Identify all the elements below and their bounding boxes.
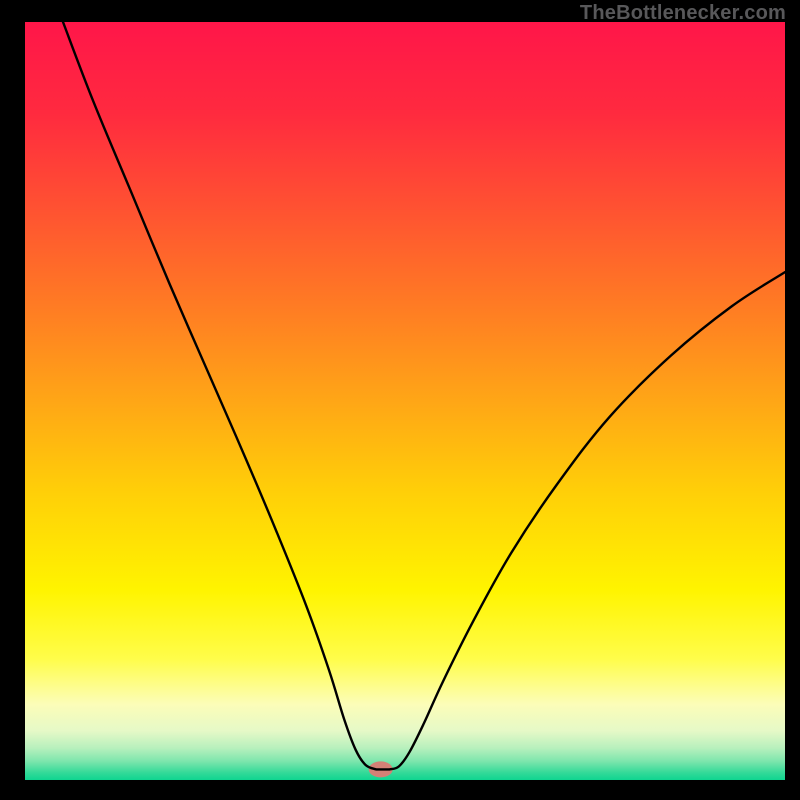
watermark-text: TheBottlenecker.com <box>580 2 786 25</box>
chart-container: TheBottlenecker.com <box>0 0 800 800</box>
gradient-background <box>25 22 785 780</box>
chart-svg <box>25 22 785 780</box>
plot-area <box>25 22 785 780</box>
